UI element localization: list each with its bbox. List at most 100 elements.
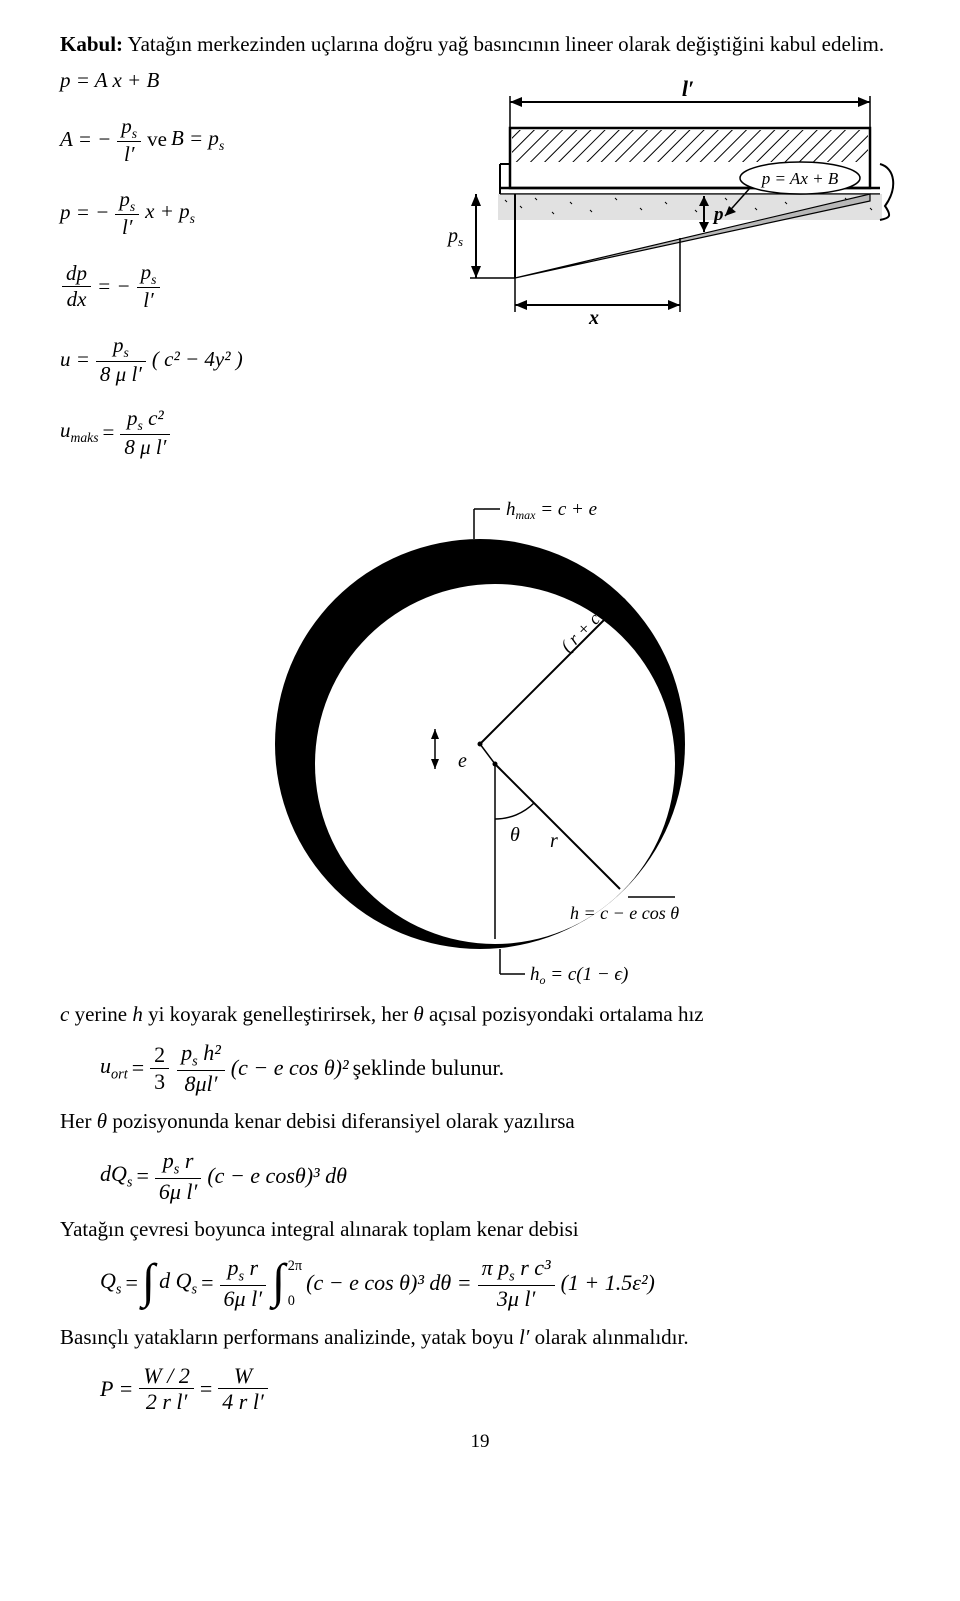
- ps3-sub: s: [151, 272, 156, 287]
- Pd1: 2 r l′: [139, 1389, 193, 1414]
- frac-dpdx: dp dx: [62, 261, 91, 310]
- frac-W-4rl: W 4 r l′: [218, 1363, 268, 1415]
- uort-tail1: (c − e cos θ)²: [231, 1055, 349, 1081]
- Qs-tail: (1 + 1.5ε²): [561, 1270, 655, 1296]
- dx: dx: [62, 287, 91, 311]
- h2: h²: [198, 1040, 221, 1065]
- eq-umaks: umaks = ps c² 8 μ l′: [60, 406, 243, 459]
- eq-pAxB: p = A x + B: [60, 68, 243, 93]
- l1d: yi koyarak genelleştirirsek, her: [148, 1002, 413, 1026]
- dQs: dQs: [100, 1161, 132, 1192]
- den6mul: 6μ l′: [155, 1179, 201, 1204]
- eq-B-eq: B = ps: [171, 126, 224, 155]
- n3: 3: [150, 1069, 169, 1094]
- ps4-sub: s: [124, 345, 129, 360]
- B-sub: s: [219, 138, 224, 153]
- den3mul: 3μ l′: [478, 1286, 555, 1311]
- h-sym: h: [132, 1002, 143, 1026]
- P-lhs: P =: [100, 1376, 133, 1402]
- ps-sym: p: [121, 114, 132, 138]
- fig1-lprime-label: l′: [682, 76, 694, 101]
- intro-paragraph: Kabul: Yatağın merkezinden uçlarına doğr…: [60, 30, 900, 58]
- umaks-eq: =: [103, 420, 115, 445]
- her-rest: pozisyonunda kenar debisi diferansiyel o…: [112, 1109, 574, 1133]
- eq-neg: = −: [97, 274, 131, 299]
- umaks-u: u: [60, 418, 71, 442]
- dQ2: d Q: [159, 1268, 191, 1293]
- xps-sub: s: [190, 211, 195, 226]
- fig1-ps-label: ps: [446, 225, 463, 249]
- uort-u: u: [100, 1053, 111, 1078]
- dQ2-sub: s: [192, 1282, 198, 1298]
- l1f: açısal pozisyondaki ortalama hız: [429, 1002, 704, 1026]
- dQs-sub: s: [127, 1174, 133, 1190]
- frac-W2-2rl: W / 2 2 r l′: [139, 1363, 193, 1415]
- uort-sub: ort: [111, 1066, 128, 1082]
- fig1-pAxB-label: p = Ax + B: [761, 169, 839, 188]
- fig2-hmax-label: hmax = c + e: [506, 499, 597, 522]
- l1b: yerine: [75, 1002, 133, 1026]
- n2: 2: [150, 1042, 169, 1068]
- ps5: p: [127, 406, 138, 430]
- ps2: p: [119, 187, 130, 211]
- intro-text: Yatağın merkezinden uçlarına doğru yağ b…: [128, 32, 885, 56]
- intro-prefix: Kabul:: [60, 32, 123, 56]
- fig2-theta-label: θ: [510, 824, 520, 846]
- lprime2: l′: [115, 215, 139, 239]
- Qs-sub: s: [116, 1282, 122, 1298]
- frac-psh2-8mul: ps h² 8μl′: [177, 1040, 225, 1096]
- eq-p-linear: p = − ps l′ x + ps: [60, 187, 243, 240]
- figure2-svg: e r θ ( r + c ) hmax = c + e h = c − e c…: [220, 469, 740, 989]
- u-tail: ( c² − 4y² ): [152, 347, 243, 372]
- p7: p: [163, 1148, 174, 1173]
- r7: r: [179, 1148, 193, 1173]
- fig2-h-label: h = c − e cos θ: [570, 903, 679, 923]
- den8mul: 8μl′: [177, 1071, 225, 1096]
- P-eq: =: [200, 1376, 212, 1402]
- Qs-eq2: =: [201, 1270, 213, 1296]
- bas-l: l′: [519, 1325, 529, 1349]
- figure1-col: l′ ps x: [267, 68, 900, 328]
- lprime-sym: l′: [117, 142, 141, 166]
- ps4: p: [113, 333, 124, 357]
- Pd2: 4 r l′: [218, 1389, 268, 1414]
- eq-Qs-full: Qs = ∫ d Qs = ps r 6μ l′ ∫ 2π 0 (c − e c…: [100, 1255, 900, 1311]
- u-eq: u =: [60, 347, 90, 372]
- xps-text: x + p: [145, 199, 190, 223]
- frac-2-3: 2 3: [150, 1042, 169, 1094]
- int1-icon: ∫: [142, 1260, 155, 1304]
- Qs-mid: (c − e cos θ)³ dθ =: [306, 1270, 471, 1296]
- uort: uort: [100, 1053, 128, 1084]
- bas-a: Basınçlı yatakların performans analizind…: [60, 1325, 519, 1349]
- eq-AB: A = − ps l′ ve B = ps: [60, 114, 243, 167]
- r8: r: [244, 1255, 258, 1280]
- B-eq-text: B = p: [171, 126, 219, 150]
- top-row: p = A x + B A = − ps l′ ve B = ps p = − …: [60, 68, 900, 458]
- body-line1: c yerine h yi koyarak genelleştirirsek, …: [60, 999, 900, 1031]
- x-plus-ps: x + ps: [145, 199, 195, 228]
- eq-dpdx: dp dx = − ps l′: [60, 260, 243, 313]
- eq-A-eq: A = −: [60, 127, 111, 152]
- lprime3: l′: [137, 288, 161, 312]
- bas-rest: olarak alınmalıdır.: [535, 1325, 689, 1349]
- frac-ps-l-2: ps l′: [115, 187, 139, 240]
- int2-icon: ∫: [272, 1260, 285, 1304]
- ve-text: ve: [147, 127, 167, 152]
- body-yatagin: Yatağın çevresi boyunca integral alınara…: [60, 1214, 900, 1246]
- ps2-sub: s: [130, 199, 135, 214]
- fig2-ho-label: ho = c(1 − ϵ): [530, 964, 628, 987]
- figure1-svg: l′ ps x: [440, 68, 900, 328]
- her-theta: θ: [97, 1109, 107, 1133]
- uort-eq: =: [132, 1055, 144, 1081]
- uort-tail2: şeklinde bulunur.: [353, 1055, 505, 1081]
- Qs-eq1: =: [125, 1270, 137, 1296]
- frac-ps-l-3: ps l′: [137, 260, 161, 313]
- p6: p: [181, 1040, 192, 1065]
- int2-top: 2π: [288, 1259, 302, 1273]
- int2-bot: 0: [288, 1294, 302, 1308]
- figure2-wrap: e r θ ( r + c ) hmax = c + e h = c − e c…: [60, 469, 900, 989]
- frac-ps-l: ps l′: [117, 114, 141, 167]
- umaks: umaks: [60, 418, 99, 447]
- int2-limits: 2π 0: [288, 1259, 302, 1308]
- frac-psr-6mul: ps r 6μ l′: [155, 1148, 201, 1204]
